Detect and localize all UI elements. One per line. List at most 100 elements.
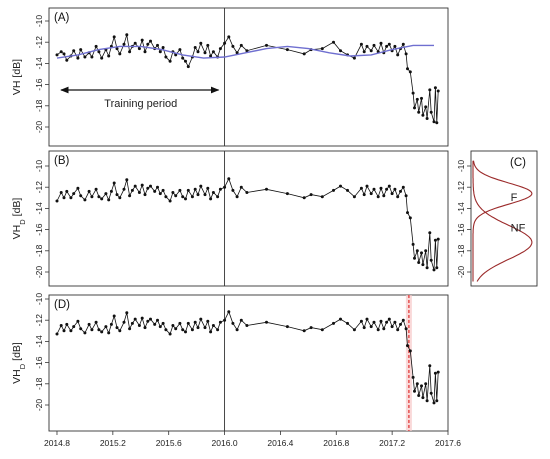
- panel-b-data-point: [411, 242, 415, 246]
- panel-c-ytick-label: -14: [456, 202, 466, 215]
- panel-d-data-point: [149, 317, 152, 321]
- panel-d-ytick-label: -12: [34, 314, 44, 327]
- ylabel-main: VH: [11, 369, 23, 384]
- panel-b-data-point: [417, 261, 421, 264]
- panel-a-data-point: [181, 56, 185, 60]
- panel-a-data-point: [413, 106, 416, 110]
- panel-a-data-point: [133, 41, 137, 45]
- panel-d-data-point: [143, 326, 147, 330]
- panel-d-data-point: [399, 322, 402, 326]
- panel-b-ytick-label: -18: [34, 244, 44, 257]
- panel-b-data-point: [174, 194, 178, 198]
- panel-d-data-point: [365, 317, 369, 321]
- panel-d-data-point: [436, 370, 440, 374]
- panel-a-data-point: [401, 42, 405, 46]
- panel-d-data-point: [432, 401, 436, 405]
- panel-d-data-point: [104, 325, 108, 329]
- panel-a-data-point: [55, 53, 59, 57]
- panel-d-data-point: [216, 328, 220, 332]
- panel-b-ylabel: VHD [dB]: [11, 198, 27, 240]
- panel-d-frame: [48, 294, 449, 432]
- panel-b-data-point: [184, 197, 187, 201]
- panel-d-data-point: [137, 324, 141, 327]
- panel-d-data-point: [65, 322, 69, 326]
- panel-d-data-point: [382, 327, 386, 331]
- panel-d-data-point: [425, 399, 429, 403]
- panel-b-data-point: [90, 195, 94, 199]
- panel-b-data-point: [372, 187, 376, 191]
- panel-a-data-point: [143, 50, 147, 54]
- panel-a-data-point: [387, 42, 391, 46]
- panel-d-data-point: [193, 320, 197, 324]
- panel-b-data-point: [178, 188, 182, 192]
- panel-a-data-point: [362, 50, 366, 54]
- panel-b-label: (B): [54, 155, 70, 167]
- panel-d-data-point: [231, 321, 235, 325]
- panel-d-data-point: [196, 326, 200, 330]
- panel-b-data-point: [393, 187, 397, 191]
- panel-d-data-point: [161, 321, 165, 325]
- panel-b-data-point: [87, 189, 91, 193]
- panel-d-data-point: [72, 325, 76, 329]
- panel-b-data-point: [128, 194, 132, 198]
- panel-a-data-point: [59, 50, 63, 54]
- panel-a-data-point: [107, 54, 111, 58]
- panel-b-data-point: [436, 237, 440, 241]
- panel-b-data-point: [112, 181, 116, 185]
- panel-a-data-point: [199, 41, 203, 45]
- panel-b-data-point: [115, 193, 119, 197]
- panel-a-data-point: [393, 44, 397, 48]
- panel-a-ytick-label: -20: [34, 121, 44, 134]
- panel-d-data-point: [199, 317, 203, 321]
- panel-c-ytick-label: -10: [456, 160, 466, 173]
- panel-b-data-point: [235, 195, 239, 199]
- panel-b-data-point: [396, 195, 400, 199]
- panel-d-data-point: [171, 324, 175, 327]
- panel-a-data-point: [235, 51, 239, 55]
- panel-a-data-point: [436, 89, 440, 93]
- panel-b-data-point: [435, 266, 439, 270]
- panel-b-data-point: [332, 188, 335, 192]
- panel-b-data-point: [146, 186, 150, 190]
- panel-a-data-point: [239, 43, 243, 47]
- panel-c-frame: [470, 150, 538, 287]
- panel-b-data-point: [65, 189, 69, 193]
- panel-b-data-point: [362, 193, 366, 197]
- panel-d-data-point: [100, 330, 104, 334]
- panel-d-data-point: [309, 326, 313, 330]
- panel-a-data-point: [128, 50, 132, 54]
- panel-b-data-point: [100, 197, 104, 201]
- panel-d-data-point: [387, 317, 391, 321]
- panel-b-data-point: [209, 197, 213, 201]
- panel-b-data-point: [168, 199, 172, 203]
- panel-b-data-point: [382, 194, 386, 198]
- panel-b-data-point: [211, 191, 215, 194]
- panel-b-data-point: [76, 186, 80, 190]
- panel-a-data-point: [245, 49, 249, 53]
- panel-b-data-point: [171, 191, 175, 194]
- panel-b-data-point: [239, 185, 243, 189]
- panel-a-data-point: [178, 48, 182, 52]
- panel-a-data-point: [90, 55, 94, 59]
- panel-a-data-point: [352, 56, 356, 60]
- panel-d-data-point: [406, 344, 409, 348]
- panel-d-data-point: [359, 319, 363, 323]
- panel-a-ytick-label: -14: [34, 57, 44, 70]
- panel-d-xtick-label: 2017.6: [435, 438, 461, 448]
- panel-d-data-point: [62, 329, 66, 333]
- panel-b-data-point: [156, 185, 159, 189]
- panel-d-data-point: [362, 326, 366, 330]
- panel-d-data-point: [90, 328, 94, 332]
- panel-d-data-point: [140, 316, 144, 320]
- panel-b-data-point: [79, 194, 83, 198]
- panel-b-data-point: [339, 184, 342, 188]
- panel-a-data-point: [122, 42, 126, 46]
- ylabel-unit: [dB]: [11, 342, 23, 361]
- panel-a-data-point: [385, 44, 389, 48]
- panel-a-data-point: [140, 38, 144, 42]
- panel-b-data-point: [223, 185, 227, 189]
- panel-d-data-point: [235, 328, 239, 332]
- panel-b-data-point: [352, 195, 356, 199]
- panel-b-data-point: [420, 251, 423, 255]
